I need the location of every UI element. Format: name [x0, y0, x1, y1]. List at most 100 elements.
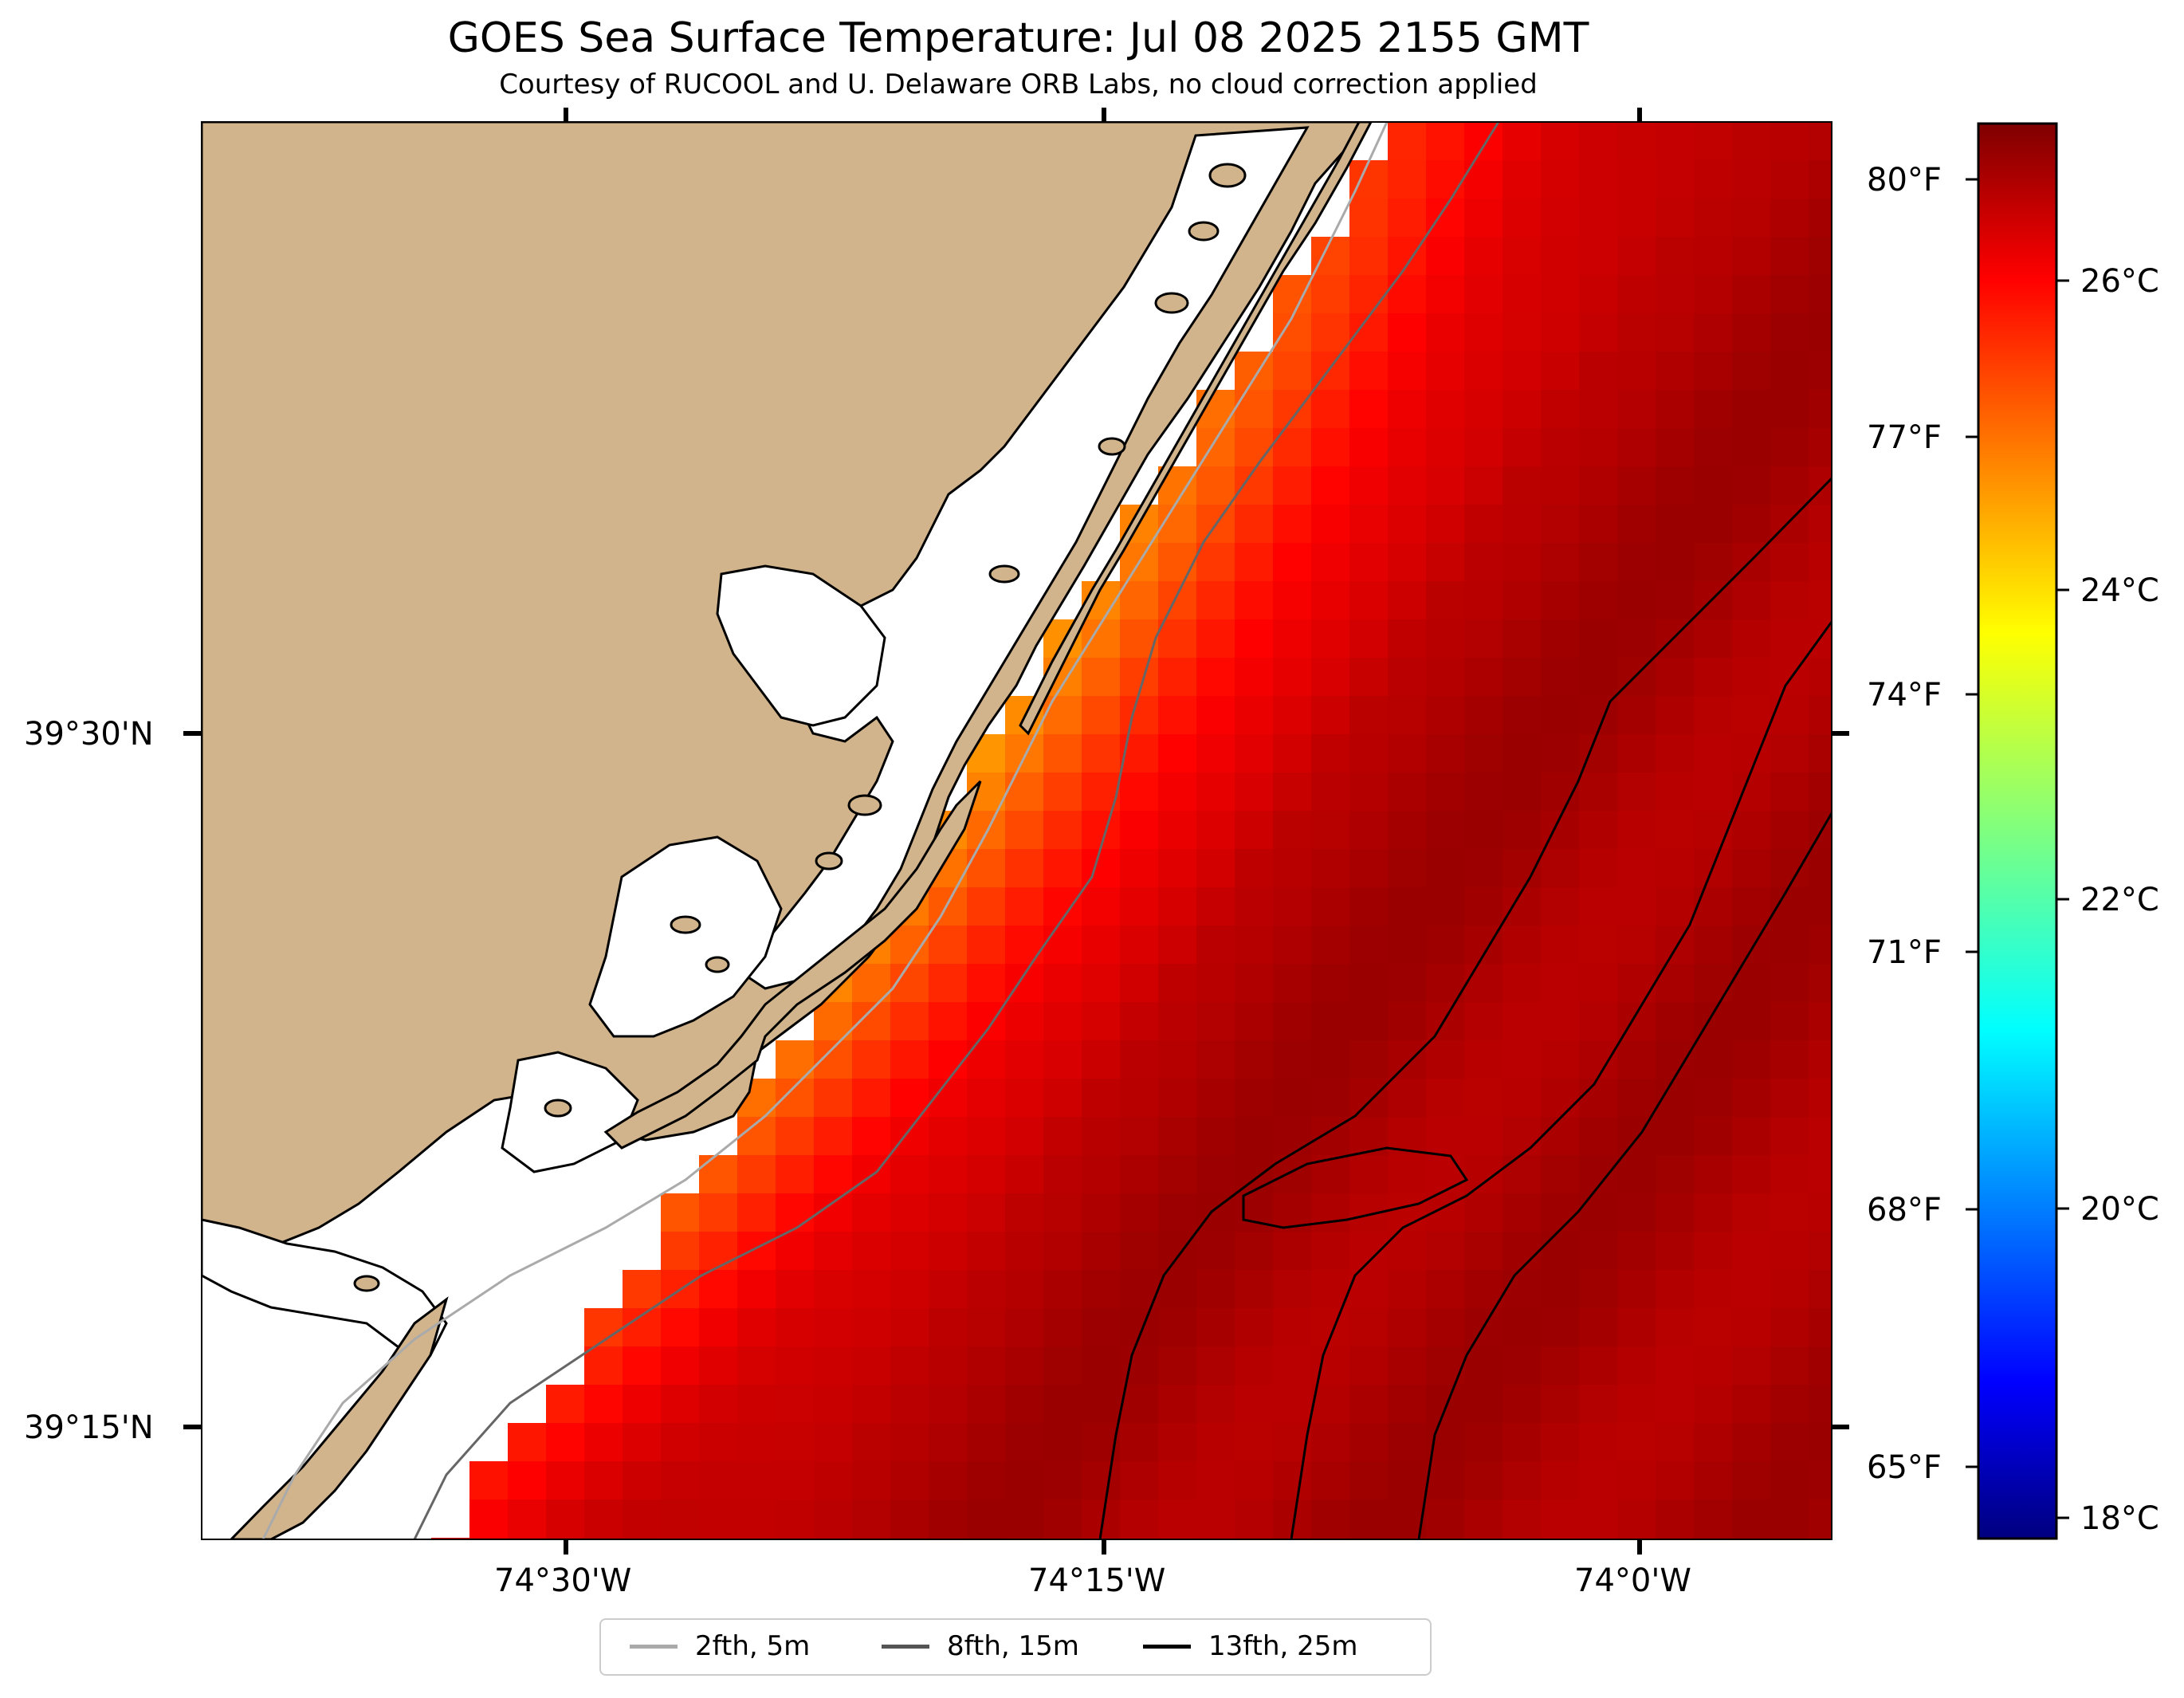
sst-cell [1388, 1040, 1427, 1079]
sst-cell [546, 1423, 585, 1462]
sst-cell [1005, 1346, 1044, 1386]
sst-cell [1770, 237, 1809, 276]
sst-cell [1770, 1270, 1809, 1309]
sst-cell [1311, 390, 1350, 429]
sst-cell [1502, 1117, 1542, 1156]
sst-cell [967, 1117, 1006, 1156]
sst-cell [1502, 505, 1542, 544]
sst-cell [1426, 1117, 1465, 1156]
sst-cell [1426, 1232, 1465, 1271]
sst-cell [929, 1117, 968, 1156]
sst-cell [1770, 1423, 1809, 1462]
sst-cell [1732, 313, 1771, 352]
sst-cell [1426, 275, 1465, 314]
sst-cell [1579, 772, 1618, 812]
sst-cell [1120, 1117, 1159, 1156]
sst-cell [1311, 772, 1350, 812]
sst-cell [814, 1270, 853, 1309]
sst-cell [1579, 581, 1618, 620]
sst-cell [1502, 964, 1542, 1003]
sst-cell [890, 926, 929, 965]
sst-cell [890, 1538, 929, 1539]
sst-cell [1809, 849, 1832, 888]
sst-cell [1426, 658, 1465, 697]
sst-cell [1732, 1500, 1771, 1539]
sst-cell [1617, 505, 1656, 544]
sst-cell [1120, 1079, 1159, 1118]
sst-cell [1311, 543, 1350, 582]
sst-cell [1349, 1117, 1389, 1156]
sst-cell [1541, 237, 1580, 276]
sst-cell [1579, 1423, 1618, 1462]
sst-cell [1502, 1040, 1542, 1079]
legend-line-icon [1143, 1644, 1191, 1649]
sst-cell [1809, 543, 1832, 582]
sst-cell [1426, 1500, 1465, 1539]
sst-cell [737, 1423, 776, 1462]
sst-cell [1809, 696, 1832, 735]
sst-cell [1464, 1117, 1503, 1156]
sst-cell [1502, 1079, 1542, 1118]
sst-cell [1579, 1002, 1618, 1041]
sst-cell [1656, 275, 1695, 314]
sst-cell [1388, 1270, 1427, 1309]
sst-cell [1656, 581, 1695, 620]
sst-cell [1656, 811, 1695, 850]
sst-cell [1694, 352, 1733, 391]
sst-cell [1694, 1270, 1733, 1309]
sst-cell [1349, 964, 1389, 1003]
sst-cell [1770, 1461, 1809, 1500]
sst-cell [1541, 313, 1580, 352]
sst-cell [1158, 658, 1197, 697]
sst-cell [814, 1117, 853, 1156]
sst-cell [1426, 1270, 1465, 1309]
sst-cell [1502, 887, 1542, 926]
sst-cell [890, 1040, 929, 1079]
sst-cell [1770, 696, 1809, 735]
sst-cell [814, 1193, 853, 1232]
sst-cell [852, 1538, 891, 1539]
sst-cell [1158, 811, 1197, 850]
legend-item-2fth: 2fth, 5m [630, 1626, 810, 1666]
sst-cell [1579, 313, 1618, 352]
sst-cell [1196, 466, 1235, 505]
sst-cell [852, 1423, 891, 1462]
sst-cell [929, 1500, 968, 1539]
sst-cell [1043, 734, 1082, 773]
sst-cell [1502, 1193, 1542, 1232]
sst-cell [1579, 198, 1618, 238]
sst-cell [814, 1308, 853, 1347]
sst-cell [1770, 275, 1809, 314]
sst-cell [1196, 619, 1235, 658]
sst-cell [1464, 1040, 1503, 1079]
sst-cell [1235, 1346, 1274, 1386]
sst-cell [814, 1040, 853, 1079]
sst-cell [1158, 1040, 1197, 1079]
colorbar-f-tick: 65°F [1867, 1449, 1942, 1486]
sst-cell [1656, 160, 1695, 199]
sst-cell [1656, 1500, 1695, 1539]
sst-cell [1311, 1538, 1350, 1539]
sst-cell [1043, 1308, 1082, 1347]
sst-cell [1617, 160, 1656, 199]
sst-cell [1579, 1500, 1618, 1539]
sst-cell [1235, 581, 1274, 620]
sst-cell [852, 1002, 891, 1041]
sst-cell [1464, 811, 1503, 850]
sst-cell [1082, 1193, 1121, 1232]
sst-cell [1196, 1040, 1235, 1079]
sst-cell [737, 1308, 776, 1347]
sst-cell [1349, 734, 1389, 773]
legend-line-icon [630, 1644, 678, 1649]
sst-cell [737, 1500, 776, 1539]
sst-cell [1694, 275, 1733, 314]
sst-cell [1656, 1423, 1695, 1462]
sst-cell [1426, 122, 1465, 161]
sst-cell [1732, 1308, 1771, 1347]
sst-cell [1809, 772, 1832, 812]
sst-cell [699, 1270, 738, 1309]
sst-cell [1388, 313, 1427, 352]
sst-cell [1043, 1385, 1082, 1424]
sst-cell [1579, 849, 1618, 888]
